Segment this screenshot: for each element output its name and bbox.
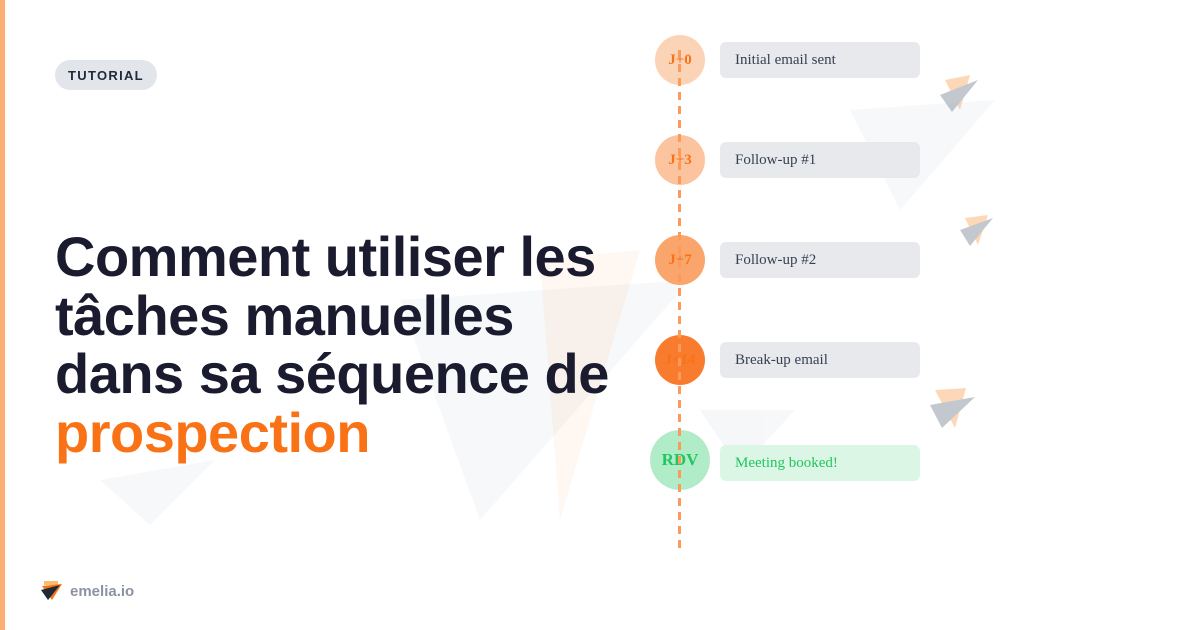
step-label: Break-up email <box>720 342 920 378</box>
brand-name: emelia.io <box>70 582 135 600</box>
step-label: Follow-up #2 <box>720 242 920 278</box>
paper-plane-icon <box>960 215 993 246</box>
paper-plane-icon <box>940 75 978 112</box>
timeline-dashed-line <box>678 50 681 550</box>
step-label: Follow-up #1 <box>720 142 920 178</box>
title-accent: prospection <box>55 400 370 464</box>
page-title: Comment utiliser les tâches manuelles da… <box>55 225 609 464</box>
brand-logo: emelia.io <box>40 580 134 602</box>
paper-plane-icon <box>930 388 975 428</box>
step-label: Initial email sent <box>720 42 920 78</box>
step-label: Meeting booked! <box>720 445 920 481</box>
title-line: dans sa séquence de <box>55 342 609 405</box>
left-accent-bar <box>0 0 5 630</box>
title-line: tâches manuelles <box>55 283 514 347</box>
title-line: Comment utiliser les <box>55 225 596 288</box>
tutorial-badge: TUTORIAL <box>55 60 157 90</box>
emelia-logo-icon <box>41 581 62 600</box>
